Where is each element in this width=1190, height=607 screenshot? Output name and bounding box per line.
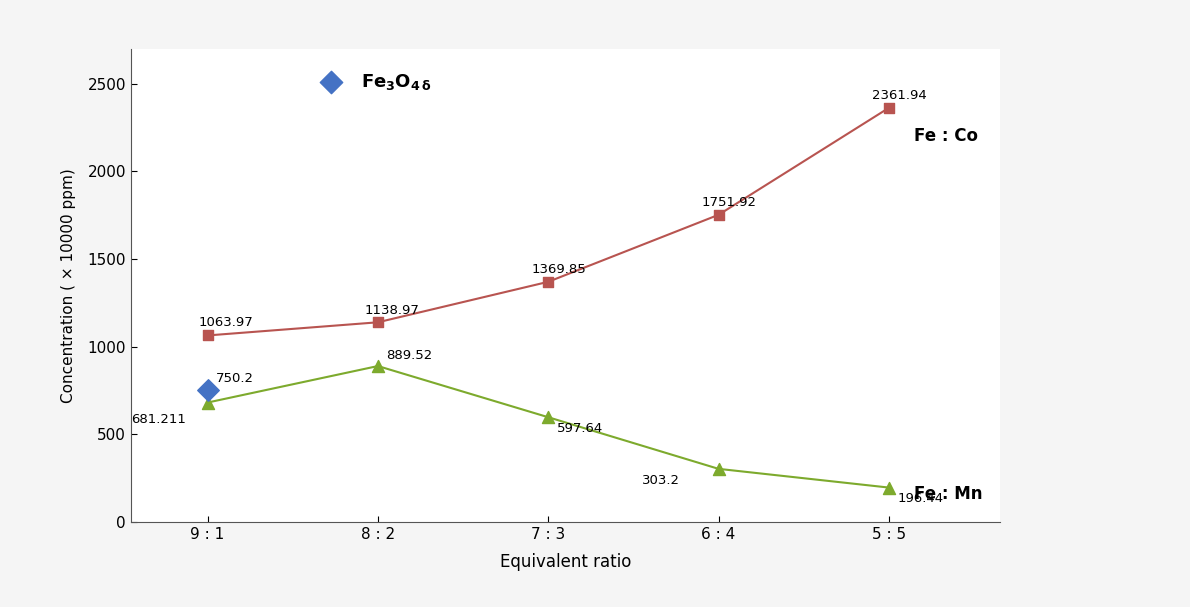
Text: 303.2: 303.2 [641,473,679,487]
Point [369,317,388,327]
Point [198,385,217,395]
Point [67,517,86,527]
Text: 1751.92: 1751.92 [702,196,757,209]
Text: 1138.97: 1138.97 [364,304,419,316]
Point [709,210,728,220]
Text: Fe : Mn: Fe : Mn [914,485,983,503]
Y-axis label: Concentration ( × 10000 ppm): Concentration ( × 10000 ppm) [62,168,76,402]
Point [198,398,217,407]
Text: 597.64: 597.64 [557,422,603,435]
Text: 681.211: 681.211 [131,413,186,426]
Point [539,277,558,287]
Point [879,103,898,113]
Text: 1369.85: 1369.85 [531,263,585,276]
Text: $\mathbf{Fe_3O_{4\,\delta}}$: $\mathbf{Fe_3O_{4\,\delta}}$ [361,72,432,92]
Text: 750.2: 750.2 [217,371,255,385]
Text: 889.52: 889.52 [387,349,433,362]
Text: 196.44: 196.44 [897,492,944,506]
Point [879,483,898,492]
Point [709,464,728,473]
Point [369,361,388,371]
Point [198,331,217,341]
X-axis label: Equivalent ratio: Equivalent ratio [500,553,631,571]
Point [539,412,558,422]
Text: 2361.94: 2361.94 [872,89,927,102]
Text: Fe : Co: Fe : Co [914,127,978,145]
Text: 1063.97: 1063.97 [199,316,253,329]
